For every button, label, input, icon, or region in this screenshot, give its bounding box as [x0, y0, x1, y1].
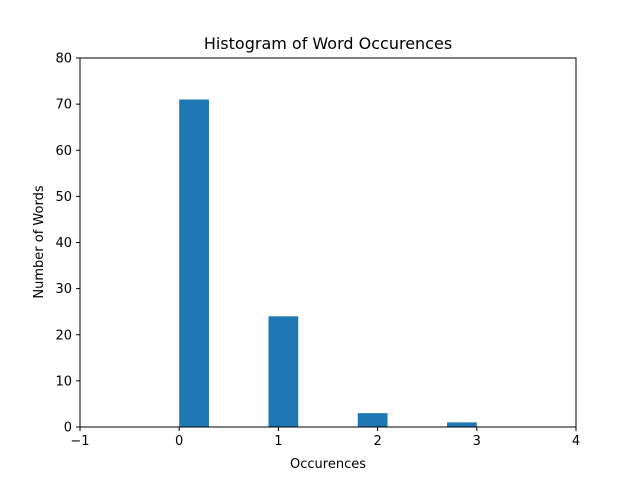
x-axis-ticks: −1 0 1 2 3 4	[70, 427, 580, 449]
x-tick-label: 4	[572, 434, 580, 449]
bar-3	[447, 422, 477, 427]
y-tick-label: 0	[64, 421, 72, 436]
y-tick-label: 60	[55, 144, 72, 159]
y-tick-label: 20	[55, 328, 72, 343]
y-tick-label: 70	[55, 98, 72, 113]
chart-title: Histogram of Word Occurences	[204, 34, 452, 53]
x-tick-label: 0	[175, 434, 183, 449]
bar-1	[268, 316, 299, 427]
bar-2	[357, 413, 388, 427]
y-axis-label: Number of Words	[32, 185, 47, 298]
y-tick-label: 10	[55, 374, 72, 389]
x-axis-label: Occurences	[290, 457, 366, 472]
y-tick-label: 80	[55, 52, 72, 67]
y-tick-label: 50	[55, 190, 72, 205]
x-tick-label: 3	[473, 434, 481, 449]
y-axis-ticks: 0 10 20 30 40 50 60 70 80	[55, 52, 80, 436]
y-tick-label: 40	[55, 236, 72, 251]
bar-0	[179, 99, 209, 427]
x-tick-label: 1	[274, 434, 282, 449]
x-tick-label: −1	[70, 434, 89, 449]
y-tick-label: 30	[55, 282, 72, 297]
bars-group	[179, 99, 477, 427]
plot-frame	[79, 57, 577, 428]
x-tick-label: 2	[373, 434, 381, 449]
